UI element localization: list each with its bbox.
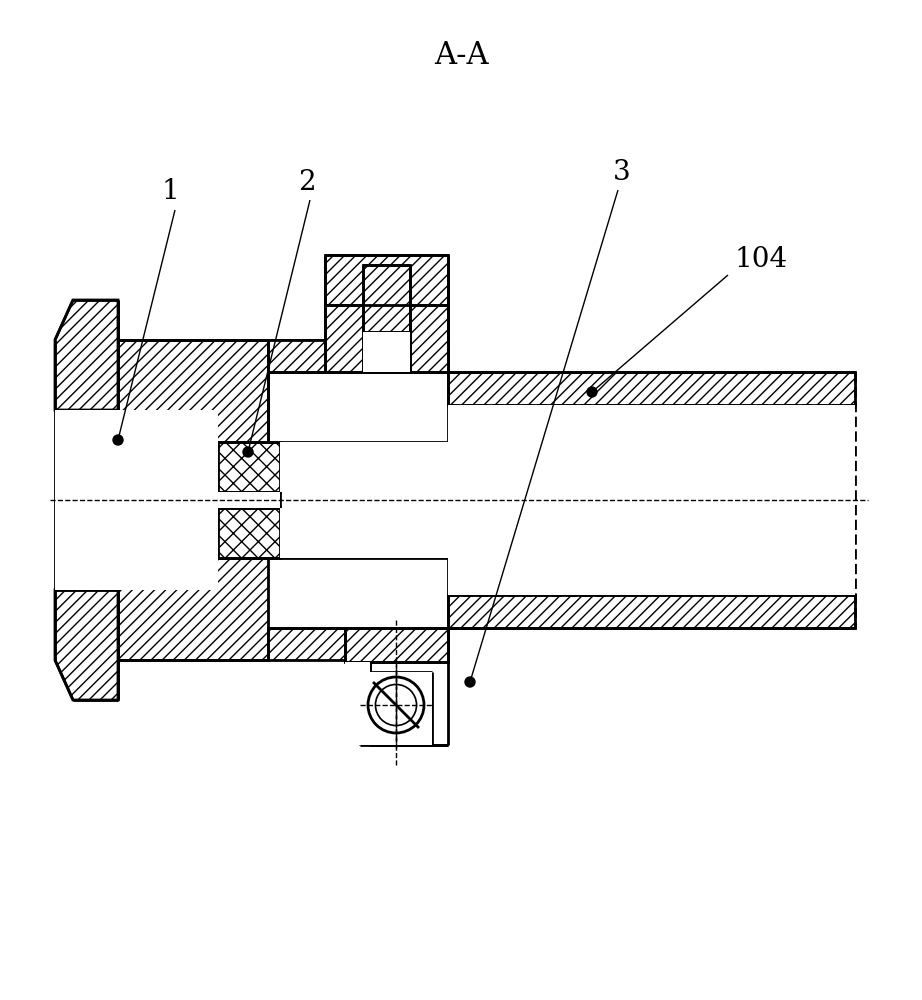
Bar <box>345 662 370 745</box>
Bar <box>363 332 410 372</box>
Polygon shape <box>448 595 855 628</box>
Circle shape <box>243 447 253 457</box>
Bar <box>118 442 218 492</box>
Text: 104: 104 <box>735 246 788 273</box>
Polygon shape <box>218 508 280 558</box>
Polygon shape <box>325 305 363 372</box>
Bar <box>118 410 218 590</box>
Polygon shape <box>410 305 448 372</box>
Polygon shape <box>118 340 268 442</box>
Polygon shape <box>268 340 448 442</box>
Circle shape <box>377 686 415 724</box>
Bar <box>280 442 448 492</box>
Polygon shape <box>268 340 448 372</box>
Circle shape <box>113 435 123 445</box>
Bar <box>280 508 448 558</box>
Polygon shape <box>118 558 268 660</box>
Polygon shape <box>325 255 448 305</box>
Bar <box>55 410 118 590</box>
Polygon shape <box>55 300 118 410</box>
Polygon shape <box>448 372 855 405</box>
Polygon shape <box>55 590 118 700</box>
Bar <box>218 492 280 508</box>
Circle shape <box>587 387 597 397</box>
Polygon shape <box>345 628 448 662</box>
Text: 2: 2 <box>298 169 316 196</box>
Bar <box>118 508 218 558</box>
Text: 3: 3 <box>613 159 631 186</box>
Circle shape <box>465 677 475 687</box>
Polygon shape <box>363 265 410 332</box>
Polygon shape <box>218 442 280 492</box>
Text: A-A: A-A <box>433 39 489 70</box>
Bar <box>448 405 855 595</box>
Bar <box>360 672 432 745</box>
Polygon shape <box>268 628 448 660</box>
Text: 1: 1 <box>161 178 179 205</box>
